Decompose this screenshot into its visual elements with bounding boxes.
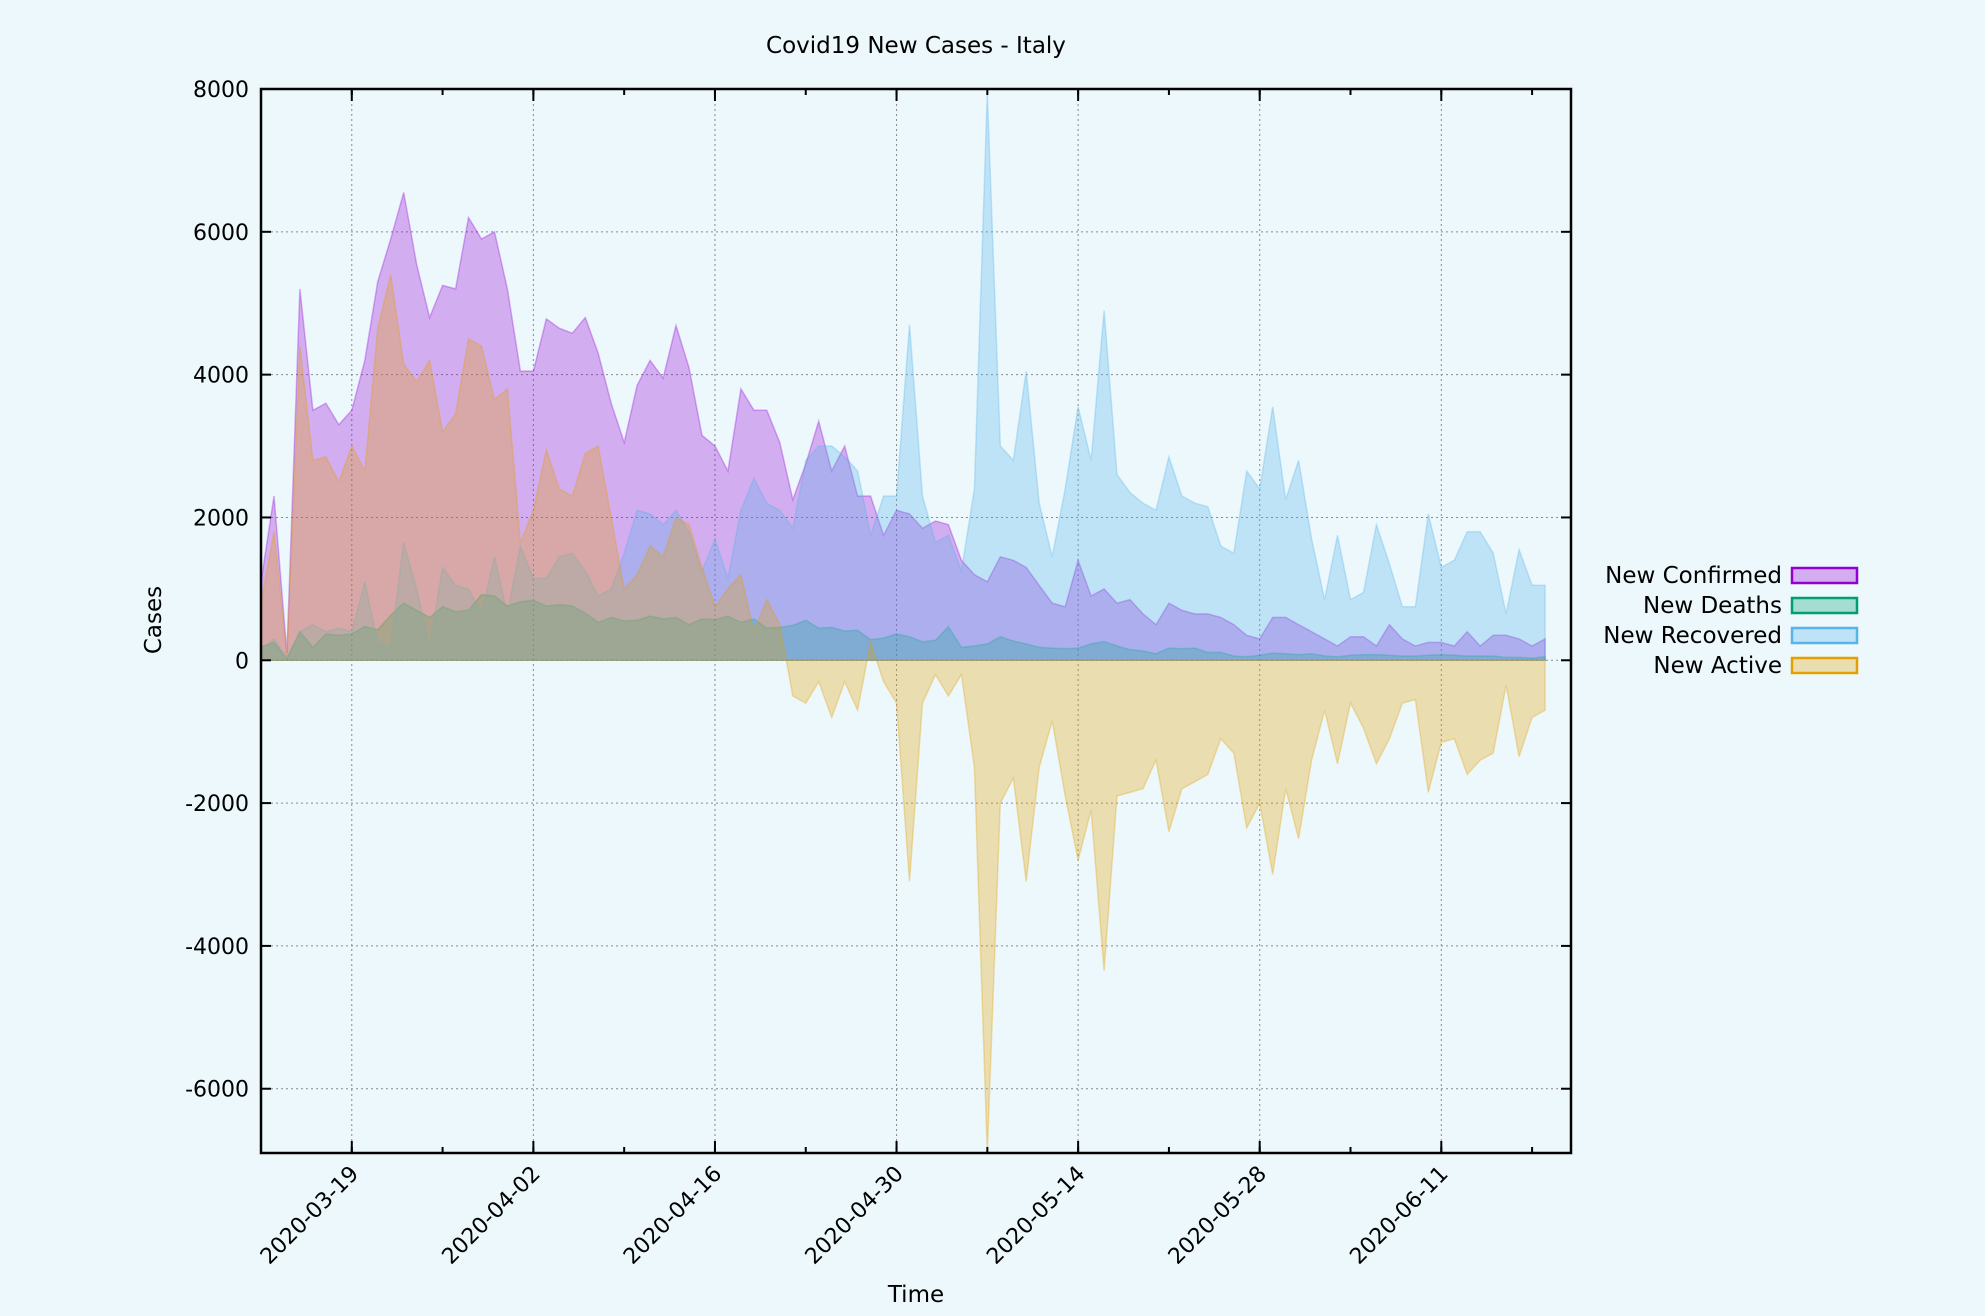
x-tick-label: 2020-04-16: [619, 1162, 727, 1270]
plot-frame: [259, 87, 1573, 1155]
legend-label: New Active: [1653, 653, 1782, 679]
y-tick-label: 4000: [193, 364, 249, 389]
y-tick-label: -2000: [185, 792, 249, 817]
legend-swatch: [1790, 626, 1859, 645]
legend-item: New Confirmed: [1605, 563, 1859, 589]
chart-title: Covid19 New Cases - Italy: [766, 33, 1066, 59]
y-tick-label: 2000: [193, 506, 249, 531]
legend: New Confirmed New Deaths New Recovered New …: [1603, 563, 1859, 679]
y-tick-label: 6000: [193, 221, 249, 246]
grid: [261, 89, 1571, 1153]
legend-swatch: [1790, 566, 1859, 585]
x-tick-label: 2020-03-19: [256, 1162, 364, 1270]
legend-label: New Recovered: [1603, 623, 1782, 649]
series-area: [260, 593, 1546, 662]
legend-label: New Confirmed: [1605, 563, 1782, 589]
legend-swatch: [1790, 656, 1859, 675]
y-tick-label: 0: [235, 649, 249, 674]
y-axis-label: Cases: [141, 586, 167, 654]
legend-item: New Recovered: [1603, 623, 1859, 649]
x-tick-label: 2020-04-02: [438, 1162, 546, 1270]
x-tick-label: 2020-05-14: [982, 1162, 1090, 1270]
legend-swatch: [1790, 596, 1859, 615]
y-tick-label: 8000: [193, 78, 249, 103]
x-tick-label: 2020-05-28: [1164, 1162, 1272, 1270]
series-areas: [260, 92, 1546, 1154]
series-area: [260, 92, 1546, 662]
legend-item: New Active: [1653, 653, 1859, 679]
series-area: [260, 274, 1546, 1154]
y-tick-label: -6000: [185, 1078, 249, 1103]
legend-label: New Deaths: [1643, 593, 1782, 619]
series-area: [260, 192, 1546, 662]
legend-item: New Deaths: [1643, 593, 1859, 619]
y-tick-label: -4000: [185, 935, 249, 960]
x-tick-label: 2020-06-11: [1345, 1162, 1453, 1270]
x-tick-label: 2020-04-30: [801, 1162, 909, 1270]
x-axis-label: Time: [887, 1282, 944, 1308]
